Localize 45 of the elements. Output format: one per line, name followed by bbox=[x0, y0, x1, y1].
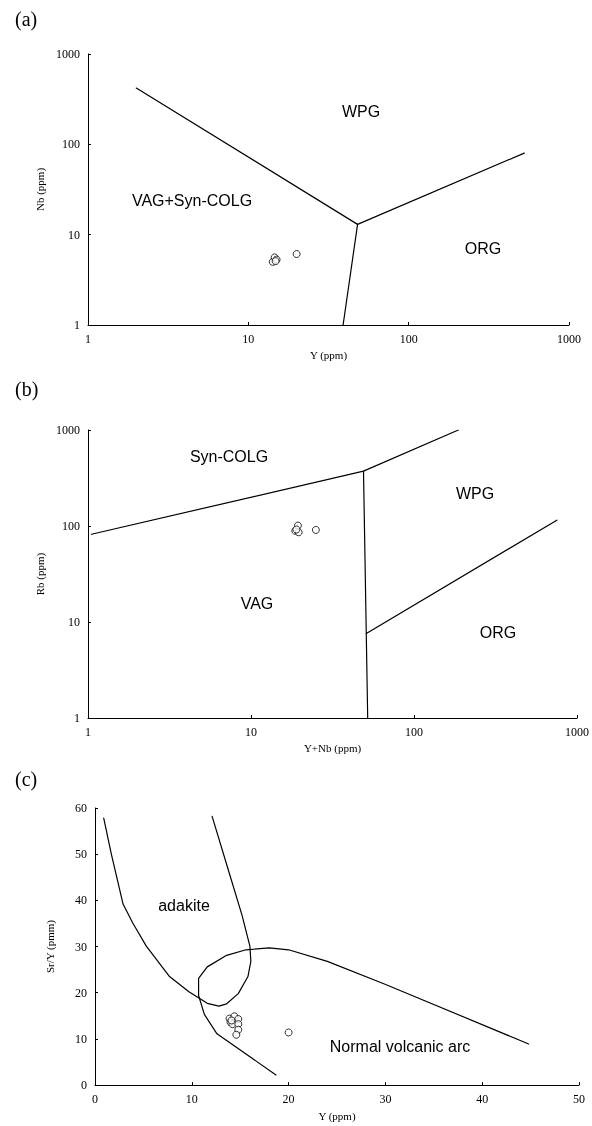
y-tick-label: 30 bbox=[75, 939, 87, 954]
x-tick-label: 100 bbox=[399, 332, 418, 346]
y-tick-label: 40 bbox=[75, 893, 87, 908]
x-axis-title: Y+Nb (ppm) bbox=[303, 742, 362, 756]
annotation: ORG bbox=[464, 239, 502, 257]
annotation: WPG bbox=[341, 102, 381, 120]
y-tick-label: 10 bbox=[75, 1031, 87, 1046]
annotation: ORG bbox=[479, 623, 517, 641]
x-tick-label: 30 bbox=[379, 1092, 392, 1107]
y-axis-title: Nb (ppm) bbox=[33, 167, 47, 212]
annotation: adakite bbox=[158, 896, 210, 914]
x-tick-label: 40 bbox=[476, 1092, 489, 1107]
x-axis-title: Y (ppm) bbox=[309, 349, 348, 363]
y-tick-label: 10 bbox=[68, 227, 80, 242]
x-tick-label: 1000 bbox=[557, 332, 581, 346]
y-tick-label: 20 bbox=[75, 985, 87, 1000]
annotation: Normal volcanic arc bbox=[329, 1037, 471, 1055]
y-tick-label: 10 bbox=[68, 615, 80, 629]
annotation: VAG bbox=[240, 594, 274, 612]
y-tick-label: 100 bbox=[62, 519, 80, 533]
chart-title: (a) bbox=[15, 8, 38, 31]
x-tick-label: 10 bbox=[245, 725, 257, 739]
y-tick-label: 1000 bbox=[56, 423, 80, 437]
chart-title: (b) bbox=[15, 378, 39, 401]
y-tick-label: 0 bbox=[81, 1078, 87, 1093]
chart-title: (c) bbox=[15, 768, 38, 791]
y-tick-label: 1 bbox=[74, 711, 80, 725]
x-tick-label: 50 bbox=[573, 1092, 585, 1107]
y-tick-label: 1000 bbox=[56, 47, 80, 61]
annotation: VAG+Syn-COLG bbox=[131, 191, 253, 209]
x-tick-label: 100 bbox=[405, 725, 423, 739]
y-tick-label: 50 bbox=[75, 847, 87, 862]
y-axis-title: Sr/Y (pmm) bbox=[43, 919, 57, 974]
x-tick-label: 10 bbox=[185, 1092, 198, 1107]
y-tick-label: 100 bbox=[62, 137, 80, 152]
annotation: WPG bbox=[455, 484, 495, 502]
x-tick-label: 20 bbox=[282, 1092, 295, 1107]
x-tick-label: 0 bbox=[92, 1092, 98, 1107]
annotation: Syn-COLG bbox=[189, 447, 269, 465]
y-axis-title: Rb (ppm) bbox=[33, 552, 47, 596]
y-tick-label: 1 bbox=[74, 318, 80, 332]
x-tick-label: 10 bbox=[242, 332, 255, 346]
x-tick-label: 1000 bbox=[565, 725, 589, 739]
x-axis-title: Y (ppm) bbox=[318, 1109, 356, 1123]
y-tick-label: 60 bbox=[75, 801, 87, 815]
